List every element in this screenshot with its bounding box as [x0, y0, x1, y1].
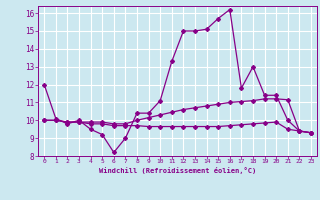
X-axis label: Windchill (Refroidissement éolien,°C): Windchill (Refroidissement éolien,°C) [99, 167, 256, 174]
